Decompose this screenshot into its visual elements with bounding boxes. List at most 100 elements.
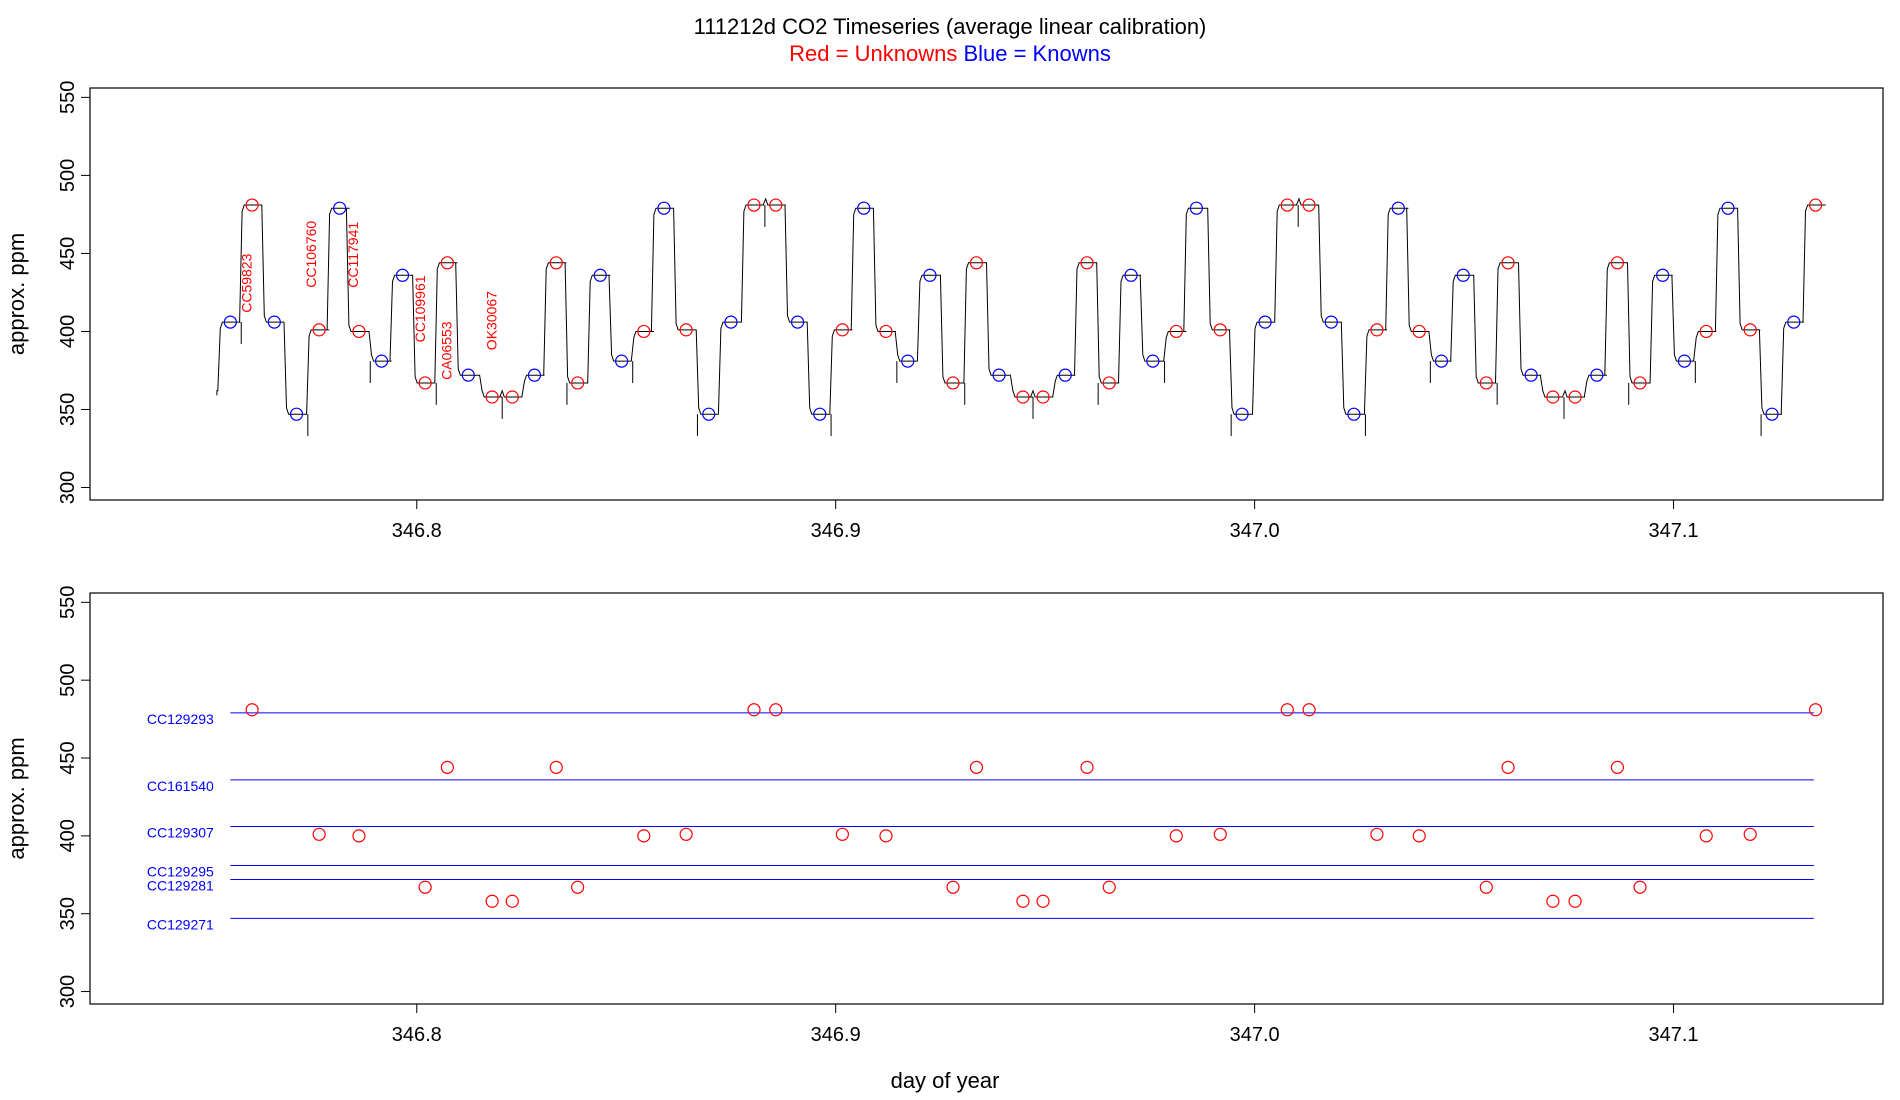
unknown-point bbox=[769, 703, 783, 717]
tank-annotation: CC117941 bbox=[345, 222, 361, 288]
known-point bbox=[1058, 368, 1072, 382]
unknown-point bbox=[440, 760, 454, 774]
unknown-point bbox=[1169, 324, 1183, 339]
chart-title: 111212d CO2 Timeseries (average linear c… bbox=[693, 14, 1207, 39]
tank-annotation: CC59823 bbox=[238, 253, 254, 312]
unknown-point bbox=[1036, 894, 1050, 908]
y-tick-label: 300 bbox=[57, 471, 79, 504]
unknown-point bbox=[1743, 827, 1757, 841]
unknown-point bbox=[1808, 198, 1823, 212]
y-tick-label: 550 bbox=[57, 586, 79, 619]
reference-line-label: CC129281 bbox=[147, 877, 214, 893]
unknown-point bbox=[879, 324, 893, 339]
y-tick-label: 450 bbox=[57, 237, 79, 270]
reference-line-label: CC129293 bbox=[147, 711, 214, 727]
unknown-point bbox=[1102, 376, 1116, 390]
unknown-point bbox=[1302, 703, 1316, 717]
tank-annotation: CC109961 bbox=[412, 275, 428, 342]
x-tick-label: 346.8 bbox=[392, 520, 442, 542]
known-point bbox=[1124, 268, 1138, 282]
known-point bbox=[1765, 407, 1779, 421]
unknown-point bbox=[1808, 703, 1823, 717]
plot-frame bbox=[89, 87, 1884, 501]
known-point bbox=[1347, 407, 1361, 421]
unknown-point bbox=[747, 703, 761, 717]
known-point bbox=[790, 315, 805, 329]
unknown-point bbox=[1302, 198, 1316, 212]
known-point bbox=[923, 268, 937, 282]
unknown-point bbox=[312, 827, 326, 841]
unknown-point bbox=[946, 880, 960, 894]
unknown-point bbox=[571, 376, 585, 390]
known-point bbox=[702, 407, 716, 421]
co2-trace-line bbox=[216, 197, 1826, 415]
unknown-point bbox=[1501, 760, 1515, 774]
unknown-point bbox=[1568, 894, 1582, 908]
unknown-point bbox=[245, 198, 259, 212]
unknown-point bbox=[505, 894, 519, 908]
y-tick-label: 500 bbox=[57, 663, 79, 696]
unknown-point bbox=[1699, 324, 1713, 339]
unknown-point bbox=[1610, 760, 1625, 774]
unknown-point bbox=[485, 894, 499, 908]
reference-line-label: CC161540 bbox=[147, 778, 214, 794]
x-tick-label: 347.1 bbox=[1649, 520, 1699, 542]
y-axis-label: approx. ppm bbox=[4, 737, 29, 859]
known-point bbox=[1456, 268, 1470, 282]
unknown-point bbox=[1016, 894, 1030, 908]
unknown-point bbox=[679, 323, 693, 337]
known-point bbox=[1146, 354, 1160, 368]
unknown-point bbox=[312, 323, 326, 337]
unknown-point bbox=[1501, 256, 1515, 270]
x-tick-label: 346.9 bbox=[811, 1024, 861, 1046]
known-point bbox=[657, 201, 671, 215]
known-point bbox=[1787, 315, 1801, 329]
unknown-point bbox=[1699, 829, 1713, 843]
known-point bbox=[267, 315, 281, 329]
y-axis-label: approx. ppm bbox=[4, 233, 29, 355]
x-tick-label: 346.8 bbox=[392, 1024, 442, 1046]
known-point bbox=[1434, 354, 1449, 368]
unknown-point bbox=[1280, 198, 1294, 212]
known-point bbox=[374, 354, 389, 368]
known-point bbox=[593, 268, 607, 282]
unknown-point bbox=[352, 324, 366, 339]
x-axis-label: day of year bbox=[891, 1068, 1000, 1093]
unknown-point bbox=[637, 829, 651, 843]
known-point bbox=[461, 368, 475, 382]
known-point bbox=[1324, 315, 1338, 329]
x-tick-label: 346.9 bbox=[811, 520, 861, 542]
known-point bbox=[395, 268, 410, 282]
unknown-point bbox=[418, 376, 432, 390]
y-tick-label: 350 bbox=[57, 897, 79, 930]
x-tick-label: 347.1 bbox=[1649, 1024, 1699, 1046]
unknown-point bbox=[1610, 256, 1625, 270]
tank-annotation: OK30067 bbox=[483, 291, 499, 350]
known-point bbox=[527, 368, 542, 382]
unknown-point bbox=[679, 827, 693, 841]
known-point bbox=[1677, 354, 1692, 368]
unknown-point bbox=[1080, 256, 1094, 270]
y-tick-label: 500 bbox=[57, 159, 79, 192]
unknown-point bbox=[505, 390, 519, 404]
tank-annotation: CA06553 bbox=[439, 321, 455, 380]
unknown-point bbox=[549, 760, 563, 774]
unknown-point bbox=[835, 323, 849, 337]
x-tick-label: 347.0 bbox=[1230, 520, 1280, 542]
unknown-point bbox=[1412, 324, 1426, 339]
reference-line-label: CC129307 bbox=[147, 825, 214, 841]
plot-frame bbox=[89, 592, 1884, 1005]
unknown-point bbox=[1479, 880, 1493, 894]
unknown-point bbox=[969, 760, 984, 774]
known-point bbox=[615, 354, 629, 368]
unknown-point bbox=[1370, 827, 1384, 841]
known-point bbox=[992, 368, 1006, 382]
unknown-point bbox=[747, 198, 761, 212]
unknown-point bbox=[1213, 827, 1227, 841]
unknown-point bbox=[1080, 760, 1094, 774]
unknown-point bbox=[879, 829, 893, 843]
unknown-point bbox=[1743, 323, 1757, 337]
tank-annotation: CC106760 bbox=[303, 221, 319, 288]
reference-line-label: CC129295 bbox=[147, 863, 214, 879]
